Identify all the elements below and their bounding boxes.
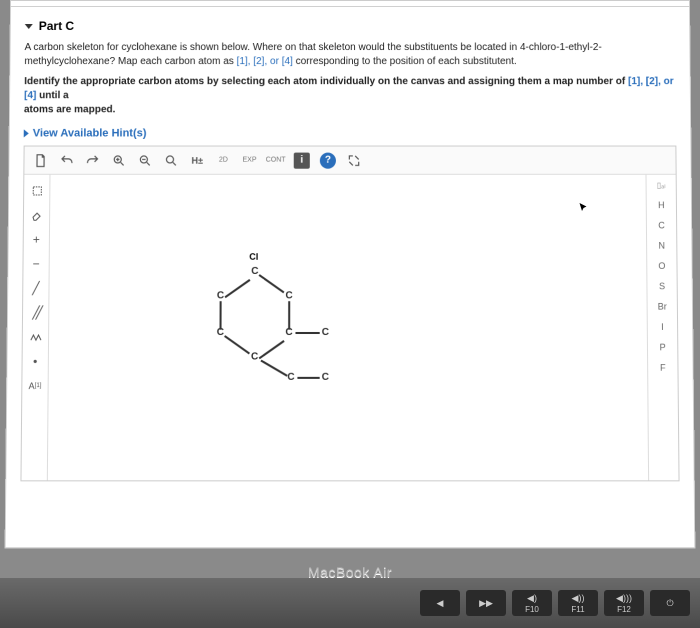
single-bond-tool[interactable]: ╱ (23, 276, 48, 300)
screen-content: Part C A carbon skeleton for cyclohexane… (5, 0, 696, 548)
undo-button[interactable] (55, 149, 79, 171)
expand-triangle-icon (24, 129, 29, 137)
palette-F[interactable]: F (660, 363, 666, 373)
atom-c-sub2[interactable]: C (287, 372, 294, 383)
chain-tool[interactable] (23, 325, 48, 349)
question-text: A carbon skeleton for cyclohexane is sho… (24, 41, 665, 69)
instruction-a: Identify the appropriate carbon atoms by… (24, 76, 628, 87)
instruction-c: atoms are mapped. (24, 104, 116, 115)
palette-S[interactable]: S (659, 281, 665, 291)
palette-I[interactable]: I (661, 322, 664, 332)
atom-c-sub1[interactable]: C (322, 327, 329, 338)
part-header[interactable]: Part C (25, 15, 676, 41)
atom-c1[interactable]: C (251, 266, 258, 277)
drawing-canvas[interactable]: C Cl C C C C C C (48, 175, 648, 481)
collapse-caret-icon[interactable] (25, 24, 33, 29)
mouse-cursor-icon (578, 200, 590, 216)
laptop-keyboard: ◀ ▶▶ ◀)F10 ◀))F11 ◀)))F12 ⏻ (0, 578, 700, 628)
key-f12: ◀)))F12 (604, 590, 644, 616)
map-atom-tool[interactable]: A[1] (22, 374, 48, 399)
bond (297, 377, 319, 379)
cont-label: CONT (266, 157, 286, 164)
key-power: ⏻ (650, 590, 690, 616)
bond (259, 274, 285, 293)
redo-button[interactable] (81, 149, 105, 171)
info-button[interactable]: i (290, 149, 314, 171)
zoom-in-button[interactable] (107, 149, 131, 171)
bond (259, 340, 285, 359)
new-doc-button[interactable] (28, 149, 52, 171)
key-f10: ◀)F10 (512, 590, 552, 616)
bond (261, 360, 288, 377)
select-tool[interactable] (24, 179, 49, 203)
view-hints-link[interactable]: View Available Hint(s) (24, 127, 677, 139)
palette-Br[interactable]: Br (658, 301, 667, 311)
palette-C[interactable]: C (658, 220, 665, 230)
key-back: ◀ (420, 590, 460, 616)
bond (289, 301, 291, 329)
charge-minus-tool[interactable]: − (23, 252, 48, 276)
palette-header: ▯ₐₗ (657, 181, 666, 190)
bond (295, 332, 319, 334)
2d-button[interactable]: 2D (211, 149, 235, 171)
atom-cl[interactable]: Cl (249, 252, 258, 262)
key-f11: ◀))F11 (558, 590, 598, 616)
double-bond-tool[interactable]: ╱╱ (23, 300, 48, 324)
zoom-fit-button[interactable] (159, 149, 183, 171)
side-toolbar: + − ╱ ╱╱ • A[1] (21, 175, 50, 481)
help-icon: ? (320, 152, 336, 168)
atom-c-sub3[interactable]: C (322, 372, 329, 383)
dot-tool[interactable]: • (22, 349, 47, 373)
element-palette: ▯ₐₗ H C N O S Br I P F (645, 175, 678, 481)
atom-c2[interactable]: C (285, 290, 292, 301)
question-panel: Part C A carbon skeleton for cyclohexane… (6, 7, 695, 547)
bond (220, 301, 222, 329)
palette-H[interactable]: H (658, 200, 665, 210)
fullscreen-button[interactable] (342, 149, 366, 171)
info-icon: i (294, 152, 310, 168)
h-toggle-button[interactable]: H± (185, 149, 209, 171)
zoom-out-button[interactable] (133, 149, 157, 171)
key-fwd: ▶▶ (466, 590, 506, 616)
editor-body: + − ╱ ╱╱ • A[1] C Cl (21, 175, 678, 481)
editor-toolbar: H± 2D EXP CONT i ? (24, 147, 675, 175)
instruction-text: Identify the appropriate carbon atoms by… (24, 75, 676, 117)
question-line-c: corresponding to the position of each su… (293, 56, 517, 67)
instruction-b: until a (36, 90, 68, 101)
charge-plus-tool[interactable]: + (24, 227, 49, 251)
2d-label: 2D (219, 157, 228, 164)
help-button[interactable]: ? (316, 149, 340, 171)
bond (224, 279, 250, 298)
exp-button[interactable]: EXP (237, 149, 261, 171)
part-label: Part C (39, 19, 74, 33)
hints-label: View Available Hint(s) (33, 127, 147, 139)
palette-N[interactable]: N (658, 241, 665, 251)
palette-P[interactable]: P (660, 342, 666, 352)
palette-O[interactable]: O (658, 261, 665, 271)
question-map-numbers: [1], [2], or [4] (237, 56, 293, 67)
cont-button[interactable]: CONT (264, 149, 288, 171)
eraser-tool[interactable] (24, 203, 49, 227)
structure-editor: H± 2D EXP CONT i ? + − ╱ ╱╱ • (20, 146, 679, 482)
bond (224, 335, 250, 354)
exp-label: EXP (242, 157, 256, 164)
question-line-b: each carbon atom as (140, 56, 236, 67)
